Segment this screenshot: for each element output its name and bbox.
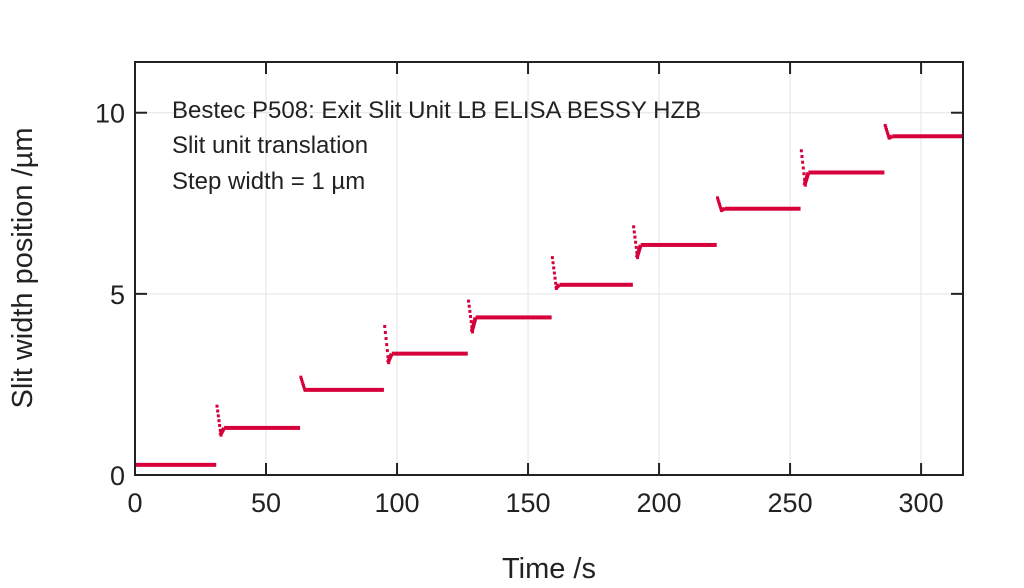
transient-point bbox=[218, 428, 222, 432]
transient-point bbox=[716, 198, 720, 202]
x-tick-label: 200 bbox=[637, 488, 682, 518]
transient-point bbox=[216, 414, 220, 418]
plot-frame bbox=[134, 61, 964, 476]
transient-point bbox=[550, 256, 554, 260]
step-plateau bbox=[307, 387, 384, 392]
axis-ticks: 0 50 100 150 200 250 300 0 5 10 bbox=[95, 62, 963, 518]
transient-point bbox=[301, 382, 305, 386]
transient-point bbox=[551, 261, 555, 265]
settling-segment bbox=[386, 352, 394, 364]
settling-segment bbox=[634, 244, 643, 259]
transient-point bbox=[383, 324, 387, 328]
x-tick-label: 150 bbox=[506, 488, 551, 518]
transient-point bbox=[467, 304, 471, 308]
step-plateau bbox=[640, 242, 717, 247]
y-tick-label: 10 bbox=[95, 99, 125, 129]
x-tick-label: 50 bbox=[251, 488, 281, 518]
y-tick-label: 5 bbox=[110, 280, 125, 310]
settling-segment bbox=[469, 316, 478, 333]
transient-point bbox=[385, 343, 389, 347]
transient-point bbox=[802, 172, 806, 176]
transient-point bbox=[554, 281, 558, 285]
transient-point bbox=[883, 123, 887, 127]
step-plateau bbox=[724, 206, 801, 211]
step-plateau bbox=[808, 170, 885, 175]
x-tick-label: 300 bbox=[899, 488, 944, 518]
transient-point bbox=[715, 196, 719, 200]
x-axis-label: Time /s bbox=[502, 553, 596, 585]
transient-point bbox=[884, 126, 888, 130]
transient-point bbox=[633, 235, 637, 239]
transient-point bbox=[468, 309, 472, 313]
transient-point bbox=[301, 384, 305, 388]
transient-point bbox=[885, 130, 889, 134]
x-tick-label: 0 bbox=[127, 488, 142, 518]
step-plateau bbox=[475, 315, 552, 320]
grid bbox=[135, 62, 963, 475]
transient-point bbox=[469, 320, 473, 324]
transient-point bbox=[469, 315, 473, 319]
transient-point bbox=[718, 204, 722, 208]
x-tick-label: 250 bbox=[768, 488, 813, 518]
annotation-title: Bestec P508: Exit Slit Unit LB ELISA BES… bbox=[172, 97, 701, 124]
transient-point bbox=[299, 375, 303, 379]
settling-segment bbox=[218, 426, 226, 437]
annotation-mode: Slit unit translation bbox=[172, 132, 368, 159]
transient-point bbox=[215, 404, 219, 408]
transient-point bbox=[632, 225, 636, 229]
step-plateau bbox=[135, 462, 217, 467]
transient-point bbox=[801, 166, 805, 170]
transient-point bbox=[634, 245, 638, 249]
x-tick-label: 100 bbox=[374, 488, 419, 518]
transient-point bbox=[217, 419, 221, 423]
settling-segment bbox=[802, 171, 811, 186]
data-series bbox=[135, 123, 963, 467]
transient-point bbox=[386, 355, 390, 359]
transient-point bbox=[300, 377, 304, 381]
transient-point bbox=[218, 423, 222, 427]
transient-point bbox=[384, 337, 388, 341]
transient-point bbox=[799, 149, 803, 153]
transient-point bbox=[383, 331, 387, 335]
transient-point bbox=[884, 128, 888, 132]
transient-point bbox=[467, 299, 471, 303]
transient-point bbox=[717, 202, 721, 206]
step-plateau bbox=[892, 134, 963, 139]
settling-segment bbox=[887, 134, 894, 140]
transient-point bbox=[385, 349, 389, 353]
settling-segment bbox=[719, 206, 726, 213]
transient-point bbox=[632, 230, 636, 234]
transient-point bbox=[300, 379, 304, 383]
step-plateau bbox=[224, 425, 301, 430]
transient-point bbox=[801, 160, 805, 164]
transient-point bbox=[302, 386, 306, 390]
transient-point bbox=[800, 154, 804, 158]
transient-point bbox=[552, 266, 556, 270]
transient-point bbox=[216, 409, 220, 413]
transient-point bbox=[634, 240, 638, 244]
transient-point bbox=[552, 271, 556, 275]
transient-point bbox=[717, 200, 721, 204]
y-tick-label: 0 bbox=[110, 461, 125, 491]
transient-point bbox=[553, 276, 557, 280]
step-plateau bbox=[559, 282, 633, 287]
step-plateau bbox=[391, 351, 468, 356]
annotation-step: Step width = 1 µm bbox=[172, 168, 365, 195]
settling-segment bbox=[554, 283, 561, 290]
transient-point bbox=[886, 132, 890, 136]
y-axis-label: Slit width position /µm bbox=[7, 127, 39, 408]
